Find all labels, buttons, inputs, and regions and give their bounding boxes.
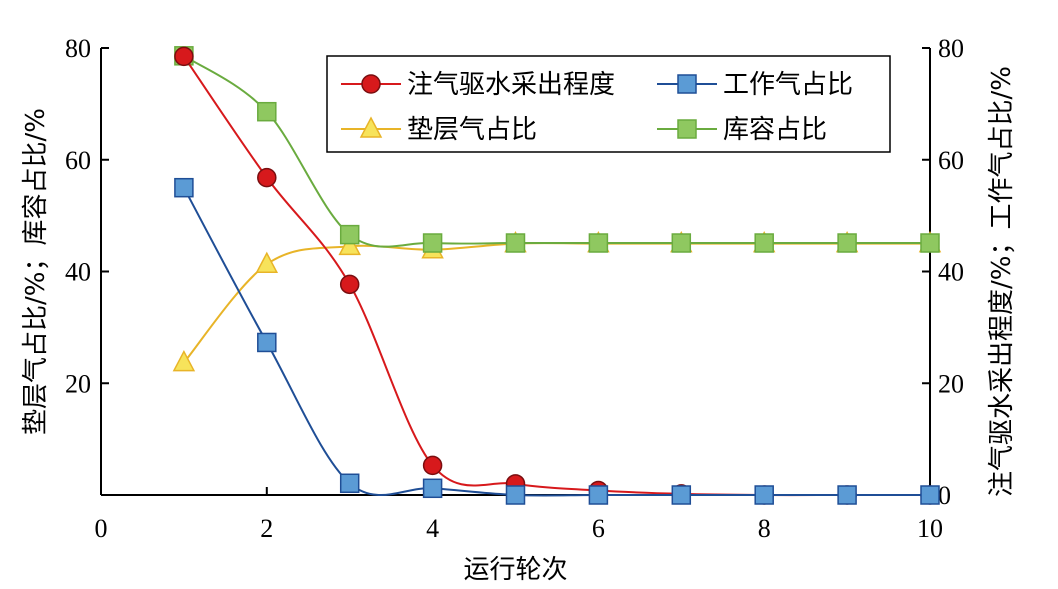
data-point bbox=[422, 455, 443, 476]
y-axis-left-title: 垫层气占比/%；库容占比/% bbox=[21, 108, 51, 435]
legend-entry: 库容占比 bbox=[657, 115, 827, 145]
y-left-tick-label: 60 bbox=[65, 146, 91, 175]
y-left-tick-label: 20 bbox=[65, 369, 91, 398]
x-axis-title: 运行轮次 bbox=[463, 555, 567, 585]
y-right-tick-label: 20 bbox=[938, 369, 964, 398]
legend-box bbox=[326, 55, 891, 153]
data-point bbox=[754, 233, 774, 253]
x-tick-label: 6 bbox=[592, 514, 605, 543]
data-point bbox=[837, 233, 857, 253]
series-line bbox=[183, 54, 930, 248]
series-4 bbox=[174, 46, 940, 253]
legend-label: 垫层气占比 bbox=[407, 115, 537, 145]
data-point bbox=[837, 485, 857, 505]
data-point bbox=[920, 233, 940, 253]
y-right-tick-label: 80 bbox=[938, 34, 964, 63]
y-left-tick-label: 40 bbox=[65, 258, 91, 287]
legend-entry: 垫层气占比 bbox=[341, 115, 537, 145]
data-point bbox=[920, 485, 940, 505]
series-3 bbox=[172, 230, 942, 372]
y-right-tick-label: 60 bbox=[938, 146, 964, 175]
x-tick-label: 0 bbox=[95, 514, 108, 543]
legend-label: 工作气占比 bbox=[723, 70, 853, 100]
x-tick-label: 8 bbox=[758, 514, 771, 543]
data-point bbox=[505, 233, 526, 253]
y-right-tick-label: 40 bbox=[938, 258, 964, 287]
legend-label: 库容占比 bbox=[723, 115, 827, 145]
x-tick-label: 2 bbox=[260, 514, 273, 543]
legend-marker bbox=[359, 116, 383, 138]
data-point bbox=[174, 177, 194, 198]
data-point bbox=[257, 101, 277, 122]
series-layer bbox=[172, 46, 942, 505]
data-point bbox=[671, 233, 692, 253]
legend-entry: 工作气占比 bbox=[657, 70, 853, 100]
x-tick-label: 4 bbox=[426, 514, 439, 543]
data-point bbox=[338, 233, 361, 256]
legend-entry: 注气驱水采出程度 bbox=[341, 70, 615, 100]
axes: 0 2 4 6 8 10 20 40 60 80 0 20 40 60 80 bbox=[65, 34, 964, 543]
legend-marker bbox=[361, 74, 381, 94]
data-point bbox=[422, 478, 443, 499]
data-point bbox=[339, 224, 360, 245]
legend-label: 注气驱水采出程度 bbox=[407, 70, 615, 100]
data-point bbox=[172, 349, 196, 372]
legend-marker bbox=[677, 119, 697, 139]
data-point bbox=[174, 46, 194, 67]
data-point bbox=[422, 233, 443, 253]
data-point bbox=[257, 167, 277, 188]
series-line bbox=[183, 187, 930, 497]
data-point bbox=[339, 274, 360, 295]
data-point bbox=[671, 485, 692, 505]
y-right-tick-label: 0 bbox=[938, 481, 951, 510]
series-2 bbox=[174, 177, 940, 505]
x-tick-label: 10 bbox=[917, 514, 943, 543]
data-point bbox=[588, 233, 609, 253]
data-point bbox=[255, 251, 279, 273]
data-point bbox=[505, 485, 526, 505]
data-point bbox=[257, 332, 277, 353]
series-line bbox=[183, 242, 930, 364]
y-axis-right-title: 注气驱水采出程度/%；工作气占比/% bbox=[987, 66, 1017, 497]
legend-marker bbox=[677, 74, 697, 94]
data-point bbox=[339, 473, 360, 494]
data-point bbox=[754, 485, 774, 505]
y-left-tick-label: 80 bbox=[65, 34, 91, 63]
data-point bbox=[588, 485, 609, 505]
